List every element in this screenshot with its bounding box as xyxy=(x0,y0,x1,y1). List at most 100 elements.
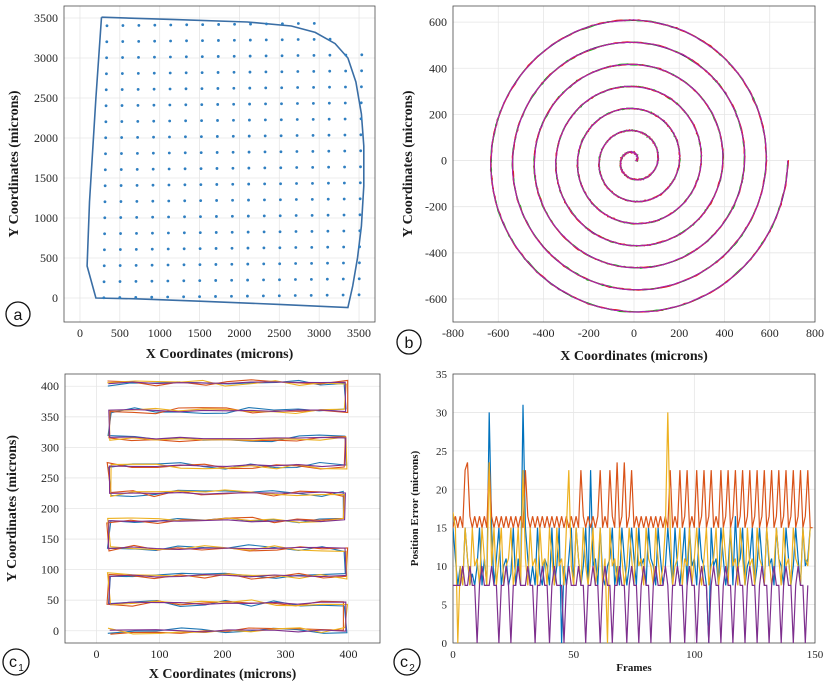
data-point xyxy=(296,86,300,89)
data-point xyxy=(104,136,108,140)
data-point xyxy=(360,85,363,89)
data-point xyxy=(264,70,268,74)
data-point xyxy=(294,246,298,249)
data-point xyxy=(231,198,234,202)
data-point xyxy=(134,263,138,267)
data-point xyxy=(262,246,266,250)
data-point xyxy=(327,165,331,169)
data-point xyxy=(295,182,298,185)
plot-frame xyxy=(452,373,816,644)
chart-c2: 0 50 100 150 0 5 10 15 20 25 30 35 Frames Position Er… xyxy=(409,369,824,674)
x-axis-label: X Coordinates (microns) xyxy=(149,667,297,682)
data-point xyxy=(169,23,173,27)
y-tick-label: 20 xyxy=(436,484,448,496)
data-point xyxy=(214,279,218,282)
data-point xyxy=(360,53,364,57)
data-point xyxy=(166,295,170,299)
data-point xyxy=(264,38,268,42)
data-point xyxy=(153,23,157,27)
x-tick-label: 400 xyxy=(716,326,734,340)
data-point xyxy=(153,55,156,59)
x-tick-label: 3500 xyxy=(347,326,371,340)
data-point xyxy=(295,134,299,137)
data-point xyxy=(183,167,187,171)
x-tick-label: -400 xyxy=(533,326,555,340)
data-point xyxy=(151,231,154,235)
data-point xyxy=(247,134,251,138)
x-tick-label: 2500 xyxy=(267,326,291,340)
data-point xyxy=(199,151,203,155)
data-point xyxy=(136,135,139,139)
data-point xyxy=(136,151,139,155)
panel-tag-b: b xyxy=(396,329,422,355)
data-point xyxy=(153,39,157,43)
panel-tag-c2: c 2 xyxy=(393,648,421,676)
data-point xyxy=(312,37,316,41)
error-series-line xyxy=(453,404,811,643)
y-tick-label: 350 xyxy=(41,410,59,424)
data-point xyxy=(358,261,361,265)
data-point xyxy=(104,152,107,156)
x-tick-label: 200 xyxy=(670,326,688,340)
y-tick-label: 2000 xyxy=(34,131,58,145)
data-point xyxy=(280,86,284,90)
data-point xyxy=(280,102,283,106)
data-point xyxy=(167,151,171,155)
data-point xyxy=(264,54,268,58)
y-tick-label: 600 xyxy=(429,15,447,29)
data-point xyxy=(341,293,345,297)
x-tick-label: 500 xyxy=(111,326,129,340)
data-point xyxy=(120,152,123,155)
data-point xyxy=(328,53,332,57)
x-axis-label: X Coordinates (microns) xyxy=(560,349,708,364)
data-point xyxy=(135,183,139,187)
data-point xyxy=(136,87,140,91)
data-point xyxy=(103,200,107,204)
data-point xyxy=(359,133,363,137)
data-point xyxy=(198,279,202,283)
data-point xyxy=(342,197,346,201)
data-point xyxy=(296,70,300,73)
data-point xyxy=(150,247,154,251)
x-tick-label: 150 xyxy=(807,649,824,661)
data-point xyxy=(105,24,109,28)
data-point xyxy=(359,149,363,153)
data-point xyxy=(246,294,249,298)
data-point xyxy=(185,23,189,27)
x-tick-label: 2000 xyxy=(227,326,251,340)
data-point xyxy=(119,184,123,187)
data-point xyxy=(183,199,187,203)
y-tick-label: 25 xyxy=(436,446,448,458)
data-point xyxy=(199,167,203,171)
data-point xyxy=(150,295,154,299)
data-point xyxy=(103,232,107,236)
y-axis-label: Y Coordinates (microns) xyxy=(5,435,20,582)
data-point xyxy=(231,134,235,138)
data-point xyxy=(246,246,250,250)
data-point xyxy=(183,151,187,155)
data-point xyxy=(215,215,218,218)
data-point xyxy=(230,230,234,234)
data-point xyxy=(183,183,187,187)
data-point xyxy=(358,229,362,233)
data-point xyxy=(263,198,266,202)
data-point xyxy=(278,262,282,266)
data-point xyxy=(358,197,362,201)
data-point xyxy=(328,85,331,89)
data-point xyxy=(168,119,172,123)
data-point xyxy=(184,103,188,107)
data-point xyxy=(344,69,348,73)
x-axis-label: X Coordinates (microns) xyxy=(146,347,294,362)
data-point xyxy=(215,183,219,186)
raster-series-line xyxy=(107,381,347,633)
x-tick-label: -600 xyxy=(487,326,509,340)
data-point xyxy=(214,247,218,250)
y-tick-label: -600 xyxy=(425,292,447,306)
x-tick-label: -800 xyxy=(442,326,464,340)
data-point xyxy=(201,23,205,27)
y-axis-label: Y Coordinates (microns) xyxy=(7,90,22,237)
data-point xyxy=(360,69,364,73)
data-point xyxy=(309,293,313,297)
panel-tag-c2-sub: 2 xyxy=(409,663,415,674)
data-point xyxy=(280,54,284,58)
